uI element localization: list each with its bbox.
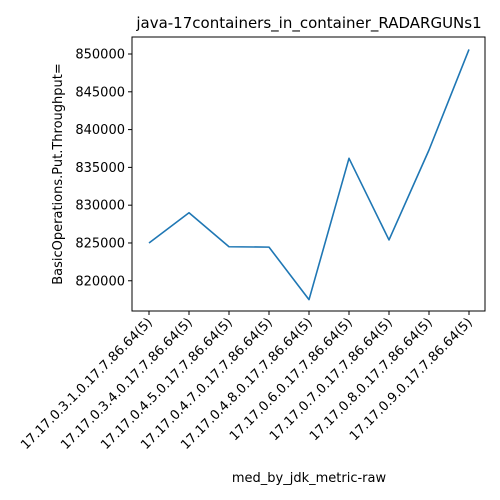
x-axis-label: med_by_jdk_metric-raw [232, 471, 387, 486]
y-tick-label: 845000 [75, 85, 125, 100]
plot-frame [131, 36, 486, 312]
x-axis: 17.17.0.3.1.0.17.7.86.64(5)17.17.0.3.4.0… [18, 311, 476, 453]
y-axis-label: BasicOperations.Put.Throughput= [51, 63, 66, 285]
y-tick-label: 830000 [75, 199, 125, 214]
y-axis: 820000 825000 830000 835000 840000 845000 8500… [75, 48, 132, 289]
y-tick-label: 835000 [75, 161, 125, 176]
y-tick-label: 840000 [75, 123, 125, 138]
series-line [148, 49, 470, 301]
y-tick-label: 850000 [75, 48, 125, 63]
y-tick-label: 825000 [75, 236, 125, 251]
plot-area [131, 36, 486, 312]
chart-title: java-17containers_in_container_RADARGUNs… [135, 14, 481, 33]
series-layer [148, 49, 470, 301]
y-tick-label: 820000 [75, 274, 125, 289]
